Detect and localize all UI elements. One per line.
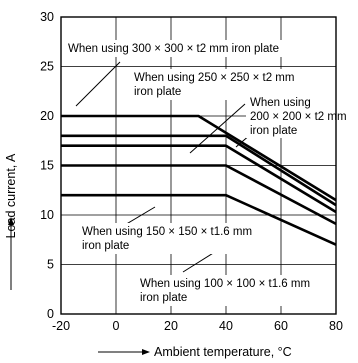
series-line-0: [61, 114, 337, 202]
series-line-4: [61, 193, 337, 246]
annotation-4: When using 100 × 100 × t1.6 mm iron plate: [137, 275, 335, 306]
x-tick-label-4: 60: [274, 319, 288, 333]
y-tick-label-1: 5: [47, 258, 54, 272]
annotation-text-2-1: 200 × 200 × t2 mm: [250, 111, 347, 123]
x-tick-labels: -20 0 20 40 60 80: [52, 319, 343, 333]
annotation-2: When using 200 × 200 × t2 mm iron plate: [246, 93, 350, 138]
x-tick-label-3: 40: [219, 319, 233, 333]
y-axis-title: Load current, A: [4, 153, 18, 238]
x-axis-arrow-head: [142, 349, 150, 355]
annotation-layer: When using 300 × 300 × t2 mm iron plate W…: [66, 40, 350, 306]
y-tick-label-5: 25: [40, 60, 54, 74]
plot-frame: [60, 16, 337, 315]
y-tick-label-6: 30: [40, 10, 54, 24]
annotation-bg-4: [137, 275, 335, 306]
series-line-2: [61, 144, 337, 214]
annotation-text-3-0: When using 150 × 150 × t1.6 mm: [82, 226, 252, 238]
annotation-leader-0: [75, 61, 121, 107]
annotation-text-4-1: iron plate: [140, 292, 187, 304]
x-tick-label-1: 0: [113, 319, 120, 333]
annotation-bg-0: [66, 40, 338, 57]
x-tick-label-5: 80: [329, 319, 343, 333]
series-line-1: [61, 134, 337, 207]
y-tick-label-4: 20: [40, 109, 54, 123]
annotation-leader-1: [189, 103, 246, 154]
series-layer: [61, 114, 337, 246]
y-tick-labels: 0 5 10 15 20 25 30: [40, 10, 54, 321]
annotation-text-1-0: When using 250 × 250 × t2 mm: [134, 72, 294, 84]
annotation-bg-3: [79, 223, 278, 254]
annotation-text-3-1: iron plate: [82, 240, 129, 252]
annotation-bg-2: [246, 93, 350, 138]
x-tick-label-2: 20: [164, 319, 178, 333]
annotation-text-4-0: When using 100 × 100 × t1.6 mm: [140, 278, 310, 290]
annotation-text-2-0: When using: [250, 97, 311, 109]
annotation-text-2-2: iron plate: [250, 125, 297, 137]
annotation-0: When using 300 × 300 × t2 mm iron plate: [66, 40, 338, 57]
y-tick-label-0: 0: [47, 307, 54, 321]
annotation-text-0-0: When using 300 × 300 × t2 mm iron plate: [68, 43, 279, 55]
annotation-3: When using 150 × 150 × t1.6 mm iron plate: [79, 223, 278, 254]
y-tick-label-2: 10: [40, 208, 54, 222]
y-axis-arrow-head: [8, 217, 14, 225]
series-line-3: [61, 164, 337, 226]
annotation-1: When using 250 × 250 × t2 mm iron plate: [131, 69, 316, 100]
y-tick-label-3: 15: [40, 159, 54, 173]
annotation-text-1-1: iron plate: [134, 86, 181, 98]
x-axis-title-group: Ambient temperature, °C: [98, 345, 292, 359]
x-tick-label-0: -20: [52, 319, 70, 333]
y-axis-title-group: Load current, A: [4, 153, 18, 290]
x-axis-title: Ambient temperature, °C: [154, 345, 292, 359]
